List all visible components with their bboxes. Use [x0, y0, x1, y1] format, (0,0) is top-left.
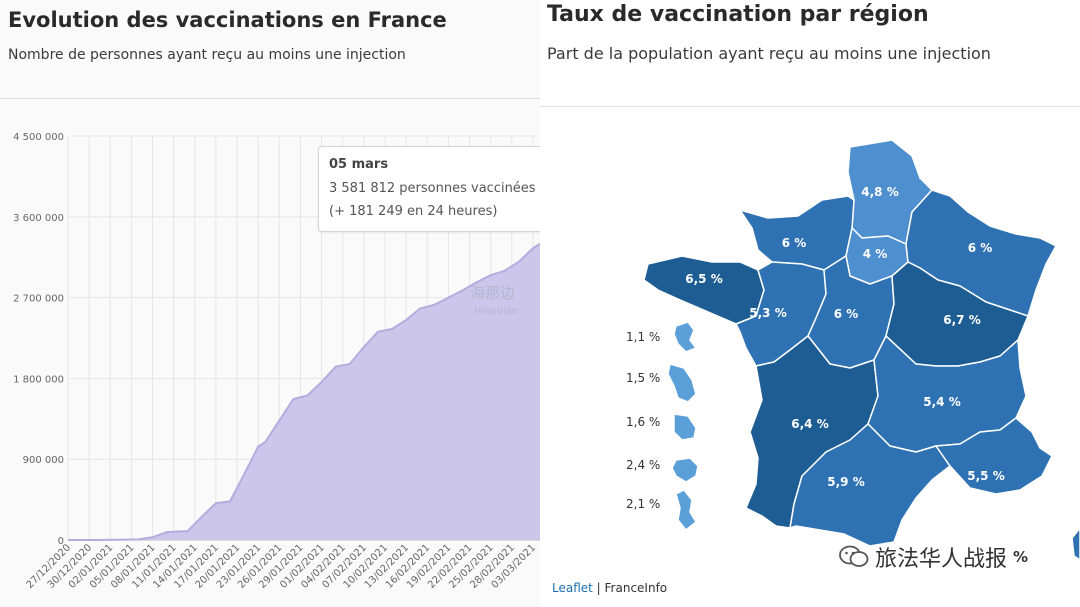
wechat-icon	[839, 545, 869, 567]
y-tick-label: 900 000	[23, 455, 64, 466]
region-value-label: 2,1 %	[626, 497, 660, 511]
vaccination-evolution-panel: Evolution des vaccinations en France Nom…	[0, 0, 540, 607]
region-occitanie[interactable]	[789, 423, 951, 547]
clipped-region-label: %	[1013, 548, 1029, 566]
header-divider	[540, 106, 1080, 107]
region-value-label: 6 %	[782, 236, 807, 250]
map-attribution: Leaflet | FranceInfo	[552, 581, 667, 595]
france-region-map[interactable]: 4,8 % 6 % 4 % 6 % 6,5 % 5,3 % 6 % 6,7 % 6,4 % 5,4…	[540, 0, 1080, 607]
vaccination-line	[68, 242, 540, 541]
attribution-separator: |	[592, 581, 605, 595]
region-mayotte[interactable]	[675, 489, 697, 531]
y-tick-label: 3 600 000	[13, 213, 64, 224]
watermark-sub: Hinabian	[474, 306, 519, 317]
map-title: Taux de vaccination par région	[547, 2, 929, 27]
vaccination-region-panel: Taux de vaccination par région Part de l…	[540, 0, 1080, 607]
region-value-label: 5,4 %	[923, 395, 960, 409]
attribution-source: FranceInfo	[604, 581, 668, 595]
header-divider	[0, 98, 540, 99]
region-value-label: 1,6 %	[626, 415, 660, 429]
tooltip-date: 05 mars	[329, 157, 389, 172]
region-value-label: 6 %	[834, 307, 859, 321]
x-axis-labels: 27/12/202030/12/202002/01/202105/01/2021…	[25, 542, 538, 591]
region-bretagne[interactable]	[643, 255, 765, 325]
region-value-label: 1,1 %	[626, 330, 660, 344]
region-value-label: 1,5 %	[626, 371, 660, 385]
region-guadeloupe[interactable]	[673, 321, 697, 353]
chart-subtitle: Nombre de personnes ayant reçu au moins …	[8, 47, 406, 63]
region-value-label: 4,8 %	[861, 185, 898, 199]
region-value-label: 5,9 %	[827, 475, 864, 489]
region-normandie[interactable]	[739, 195, 855, 271]
y-tick-label: 0	[58, 536, 64, 547]
region-value-label: 6,4 %	[791, 417, 828, 431]
vaccination-area[interactable]	[68, 243, 540, 540]
wechat-account-name: 旅法华人战报	[875, 547, 1008, 572]
region-value-label: 2,4 %	[626, 458, 660, 472]
y-tick-label: 1 800 000	[13, 374, 64, 385]
region-martinique[interactable]	[667, 363, 697, 403]
leaflet-link[interactable]: Leaflet	[552, 581, 593, 595]
region-reunion[interactable]	[671, 457, 699, 483]
region-value-label: 6,7 %	[943, 313, 980, 327]
tooltip-count: 3 581 812 personnes vaccinées	[329, 181, 536, 196]
vaccination-area-chart[interactable]: 0 900 000 1 800 000 2 700 000 3 600 000 4 500…	[0, 0, 540, 607]
region-guyane[interactable]	[673, 413, 697, 441]
watermark: 海那边	[470, 284, 516, 302]
tooltip-delta: (+ 181 249 en 24 heures)	[329, 204, 498, 219]
region-value-label: 5,3 %	[749, 306, 786, 320]
y-axis-labels: 0 900 000 1 800 000 2 700 000 3 600 000 4 500…	[13, 132, 64, 547]
map-labels: 4,8 % 6 % 4 % 6 % 6,5 % 5,3 % 6 % 6,7 % 6,4 % 5,4…	[626, 185, 1005, 511]
region-paca[interactable]	[935, 417, 1053, 495]
y-tick-label: 2 700 000	[13, 294, 64, 305]
region-value-label: 5,5 %	[967, 469, 1004, 483]
wechat-watermark: 旅法华人战报 %	[839, 541, 1028, 573]
chart-title: Evolution des vaccinations en France	[8, 8, 447, 32]
chart-tooltip: 05 mars 3 581 812 personnes vaccinées (+…	[318, 146, 540, 232]
region-value-label: 4 %	[863, 247, 888, 261]
region-value-label: 6,5 %	[685, 272, 722, 286]
region-value-label: 6 %	[968, 241, 993, 255]
y-tick-label: 4 500 000	[13, 132, 64, 143]
map-subtitle: Part de la population ayant reçu au moin…	[547, 44, 991, 63]
region-corse[interactable]	[1071, 527, 1080, 561]
